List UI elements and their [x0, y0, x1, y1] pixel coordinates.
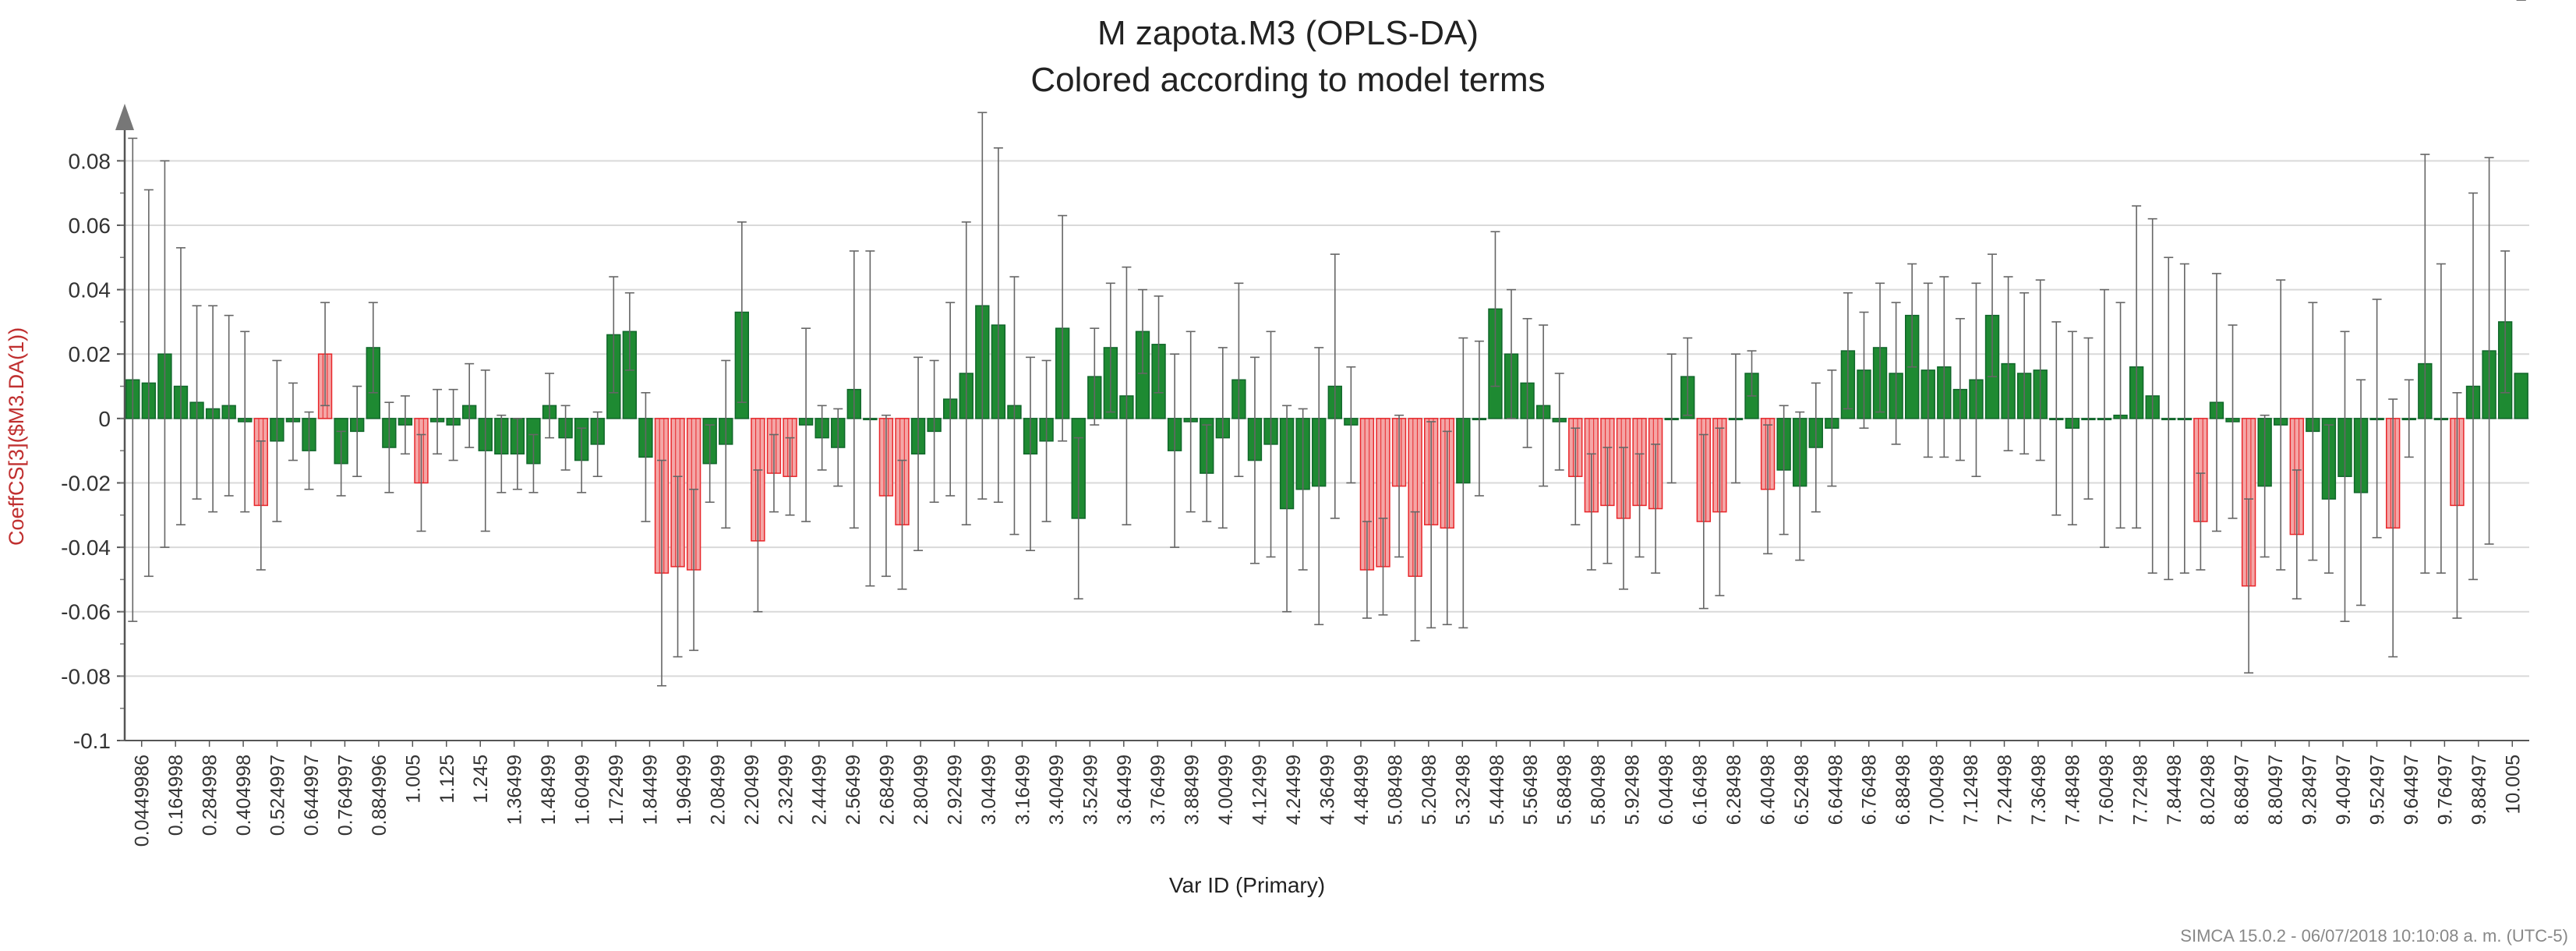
x-tick-label: 7.84498 — [2164, 755, 2186, 825]
x-tick-label: 6.52498 — [1791, 755, 1813, 825]
x-tick-label: 2.08499 — [707, 755, 729, 825]
x-tick-label: 8.68497 — [2231, 755, 2253, 825]
bar — [2514, 373, 2528, 419]
x-tick-label: 2.44499 — [809, 755, 831, 825]
x-tick-label: 4.48499 — [1351, 755, 1373, 825]
x-tick-label: 2.20499 — [741, 755, 763, 825]
x-tick-label: 2.56499 — [843, 755, 864, 825]
x-tick-label: 4.36499 — [1317, 755, 1339, 825]
x-tick-label: 4.12499 — [1249, 755, 1271, 825]
x-tick-label: 6.40498 — [1757, 755, 1779, 825]
x-tick-label: 1.48499 — [538, 755, 560, 825]
x-tick-label: 9.28497 — [2299, 755, 2321, 825]
x-tick-label: 2.80499 — [910, 755, 932, 825]
x-tick-label: 3.64499 — [1114, 755, 1136, 825]
x-tick-label: 0.404998 — [233, 755, 255, 836]
x-tick-label: 5.20498 — [1419, 755, 1440, 825]
x-tick-label: 0.884996 — [369, 755, 390, 836]
x-tick-label: 5.92498 — [1622, 755, 1644, 825]
x-tick-label: 3.16499 — [1012, 755, 1034, 825]
y-tick-label: 0 — [98, 407, 111, 431]
x-tick-label: 1.60499 — [572, 755, 594, 825]
y-tick-label: 0.06 — [69, 214, 111, 238]
x-tick-label: 1.245 — [470, 755, 492, 804]
x-tick-label: 7.00498 — [1927, 755, 1949, 825]
y-tick-label: 0.08 — [69, 149, 111, 173]
y-tick-label: 0.02 — [69, 342, 111, 366]
x-tick-label: 1.36499 — [504, 755, 526, 825]
x-tick-label: 2.32499 — [775, 755, 797, 825]
x-tick-label: 3.76499 — [1147, 755, 1169, 825]
y-tick-label: -0.1 — [73, 729, 111, 753]
x-tick-label: 2.68499 — [877, 755, 899, 825]
x-tick-label: 7.60498 — [2096, 755, 2118, 825]
x-tick-label: 5.44498 — [1486, 755, 1508, 825]
x-tick-label: 3.52499 — [1080, 755, 1101, 825]
x-tick-label: 1.96499 — [673, 755, 695, 825]
x-tick-label: 0.284998 — [200, 755, 221, 836]
x-tick-label: 9.52497 — [2366, 755, 2388, 825]
x-tick-label: 6.76498 — [1859, 755, 1881, 825]
chart-title: M zapota.M3 (OPLS-DA) — [1097, 14, 1479, 52]
x-tick-label: 0.524997 — [267, 755, 289, 836]
x-tick-label: 8.02498 — [2197, 755, 2219, 825]
x-tick-label: 9.64497 — [2401, 755, 2422, 825]
x-tick-label: 1.72499 — [606, 755, 627, 825]
y-tick-label: -0.02 — [61, 471, 111, 495]
y-tick-label: -0.06 — [61, 600, 111, 624]
x-tick-label: 5.32498 — [1452, 755, 1474, 825]
x-tick-label: 7.12498 — [1960, 755, 1982, 825]
x-tick-label: 7.36498 — [2028, 755, 2050, 825]
x-tick-label: 7.72498 — [2129, 755, 2151, 825]
x-tick-label: 3.40499 — [1046, 755, 1068, 825]
x-tick-label: 5.80498 — [1588, 755, 1610, 825]
x-tick-label: 5.56498 — [1520, 755, 1542, 825]
x-tick-label: 0.764997 — [334, 755, 356, 836]
x-tick-label: 4.00499 — [1215, 755, 1237, 825]
x-tick-label: 9.88497 — [2468, 755, 2490, 825]
x-tick-label: 0.644997 — [301, 755, 323, 836]
x-tick-label: 6.04498 — [1655, 755, 1677, 825]
y-tick-label: -0.08 — [61, 664, 111, 688]
x-tick-label: 0.0449986 — [132, 755, 154, 847]
chart-subtitle: Colored according to model terms — [1030, 61, 1546, 99]
y-tick-label: 0.04 — [69, 278, 111, 302]
x-tick-label: 0.164998 — [165, 755, 187, 836]
y-axis-arrow — [115, 104, 134, 130]
y-tick-label: -0.04 — [61, 536, 111, 560]
x-tick-label: 6.28498 — [1723, 755, 1745, 825]
x-tick-label: 7.24498 — [1995, 755, 2016, 825]
x-tick-label: 6.88498 — [1892, 755, 1914, 825]
x-tick-label: 4.24499 — [1283, 755, 1305, 825]
x-tick-label: 8.80497 — [2265, 755, 2287, 825]
x-tick-label: 1.125 — [436, 755, 458, 804]
x-tick-label: 7.48498 — [2062, 755, 2083, 825]
footer-timestamp: SIMCA 15.0.2 - 06/07/2018 10:10:08 a. m.… — [2180, 926, 2568, 946]
x-tick-label: 5.68498 — [1554, 755, 1576, 825]
x-tick-label: 6.64498 — [1825, 755, 1846, 825]
x-tick-label: 10.005 — [2502, 755, 2524, 814]
x-tick-label: 5.08498 — [1384, 755, 1406, 825]
x-tick-label: 1.005 — [402, 755, 424, 804]
x-tick-label: 6.16498 — [1689, 755, 1711, 825]
x-tick-label: 2.92499 — [945, 755, 966, 825]
x-tick-label: 1.84499 — [639, 755, 661, 825]
x-tick-label: 3.88499 — [1182, 755, 1203, 825]
x-tick-label: 9.40497 — [2333, 755, 2355, 825]
x-axis-label: Var ID (Primary) — [1168, 873, 1326, 897]
x-tick-label: 3.04499 — [978, 755, 1000, 825]
x-tick-label: 9.76497 — [2434, 755, 2456, 825]
